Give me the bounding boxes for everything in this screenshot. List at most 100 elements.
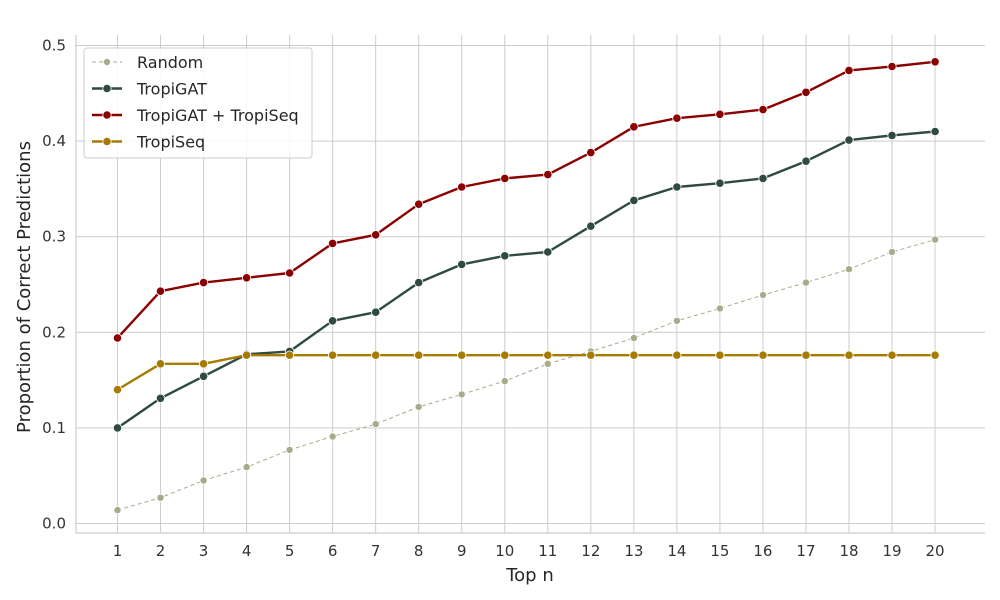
data-point [543, 350, 553, 360]
legend-marker [102, 83, 112, 94]
data-point [586, 350, 596, 360]
data-point [629, 195, 639, 205]
data-point [414, 350, 424, 360]
data-point [715, 350, 725, 360]
data-point [285, 445, 294, 454]
data-point [371, 420, 380, 429]
grid [76, 35, 985, 533]
legend-marker [102, 110, 112, 120]
legend-marker [103, 58, 112, 67]
data-point [112, 385, 123, 395]
data-point [112, 423, 123, 433]
series-line-tropiseq [116, 354, 936, 391]
x-axis-label: Top n [505, 565, 554, 586]
x-tick-label: 8 [414, 542, 424, 560]
x-tick-label: 11 [538, 542, 557, 560]
data-point [715, 304, 724, 313]
data-point [500, 173, 510, 183]
data-point [155, 359, 166, 369]
data-point [758, 105, 768, 115]
y-tick-label: 0.5 [42, 37, 66, 55]
data-point [844, 350, 854, 360]
y-tick-label: 0.3 [42, 228, 66, 246]
data-point [457, 259, 467, 269]
data-point [930, 126, 940, 137]
data-point [155, 393, 166, 403]
data-point [284, 350, 295, 360]
x-tick-label: 3 [199, 542, 209, 560]
series-tropigat-tropiseq [112, 57, 940, 343]
data-point [801, 87, 811, 97]
data-point [327, 238, 338, 248]
data-point [888, 247, 897, 256]
data-point [758, 350, 768, 360]
data-point [844, 65, 854, 76]
x-tick-label: 20 [926, 542, 945, 560]
x-tick-label: 2 [156, 542, 166, 560]
data-point [715, 178, 725, 188]
data-point [328, 432, 337, 441]
data-point [931, 235, 940, 244]
legend-label: TropiGAT + TropiSeq [136, 106, 299, 125]
x-tick-label: 7 [371, 542, 381, 560]
x-tick-label: 12 [581, 542, 600, 560]
series-random [113, 235, 940, 515]
data-point [845, 265, 854, 274]
y-axis-label: Proportion of Correct Predictions [14, 141, 35, 433]
data-point [930, 350, 940, 360]
x-tick-label: 19 [882, 542, 901, 560]
data-point [586, 221, 596, 231]
data-point [759, 290, 768, 299]
data-point [887, 61, 897, 72]
x-tick-label: 4 [242, 542, 252, 560]
data-point [500, 350, 510, 360]
data-point [371, 350, 381, 360]
data-point [801, 156, 811, 166]
data-point [327, 316, 338, 326]
data-point [414, 199, 424, 209]
legend-marker [102, 136, 112, 147]
x-tick-label: 13 [624, 542, 643, 560]
data-point [672, 316, 681, 325]
data-point [414, 402, 423, 411]
data-point [629, 122, 639, 132]
data-point [672, 350, 682, 360]
data-point [887, 350, 897, 360]
data-point [887, 130, 897, 140]
y-tick-label: 0.2 [42, 323, 66, 341]
data-point [802, 278, 811, 287]
data-point [672, 113, 682, 123]
y-tick-label: 0.4 [42, 132, 66, 150]
data-point [199, 359, 209, 369]
data-point [371, 230, 381, 240]
legend-label: TropiGAT [136, 80, 207, 99]
y-tick-label: 0.0 [42, 515, 66, 533]
data-point [586, 148, 596, 158]
data-point [284, 268, 295, 278]
x-tick-label: 9 [457, 542, 467, 560]
x-tick-label: 18 [839, 542, 858, 560]
series-layer [112, 57, 940, 515]
x-tick-label: 5 [285, 542, 295, 560]
data-point [156, 493, 165, 502]
x-tick-label: 10 [495, 542, 514, 560]
x-tick-label: 1 [113, 542, 123, 560]
legend-item-tropiseq: TropiSeq [92, 133, 205, 152]
data-point [327, 350, 338, 360]
data-point [500, 251, 510, 261]
data-point [155, 286, 166, 296]
data-point [930, 57, 940, 67]
legend-label: TropiSeq [136, 133, 205, 152]
data-point [414, 277, 424, 288]
data-point [629, 333, 638, 342]
x-tick-label: 14 [667, 542, 686, 560]
legend-item-random: Random [92, 53, 203, 72]
x-tick-label: 16 [753, 542, 772, 560]
data-point [199, 476, 208, 485]
data-point [543, 247, 553, 257]
series-tropiseq [112, 350, 940, 395]
data-point [801, 350, 811, 360]
legend-item-tropigat-tropiseq: TropiGAT + TropiSeq [92, 106, 299, 125]
data-point [199, 371, 209, 381]
